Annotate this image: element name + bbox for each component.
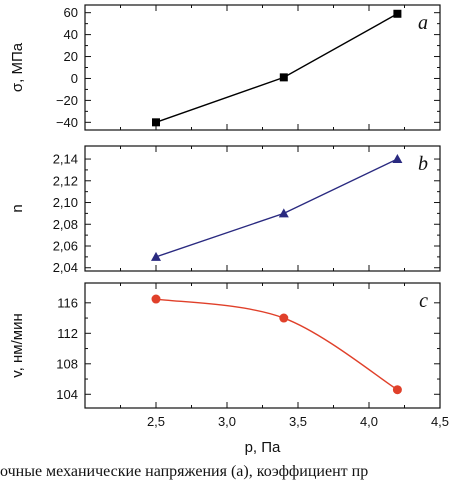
data-point-square [152, 118, 160, 127]
data-point-square [393, 9, 402, 18]
series-line [155, 298, 398, 391]
x-tick-label: 3,5 [289, 414, 307, 429]
y-tick-label: 2,04 [53, 260, 78, 275]
y-tick-label: 108 [56, 356, 78, 371]
y-axis-title: σ, МПа [9, 42, 26, 92]
plot-frame [84, 282, 441, 409]
plot-frame [84, 4, 441, 131]
data-point-triangle [278, 208, 289, 218]
y-tick-label: −40 [56, 115, 78, 130]
y-tick-label: 40 [64, 27, 78, 42]
series-line [155, 158, 398, 258]
data-point-circle [279, 313, 289, 323]
y-tick-label: 2,12 [53, 173, 78, 188]
data-point-square [279, 73, 288, 82]
y-tick-label: −20 [56, 93, 78, 108]
x-tick-label: 4,0 [360, 414, 378, 429]
data-point-triangle [151, 251, 161, 261]
chart-panel-c: 116 112 108 104 v, нм/мин c 2,5 3,0 3,5 4,0 4,5 p, … [9, 282, 449, 456]
x-tick-label: 2,5 [147, 414, 165, 429]
y-tick-label: 104 [56, 387, 78, 402]
x-axis-title: p, Па [245, 439, 281, 456]
y-axis-title: v, нм/мин [9, 313, 26, 377]
y-tick-label: 2,14 [53, 152, 78, 167]
data-point-circle [392, 385, 402, 395]
figure-caption: очные механические напряжения (a), коэфф… [0, 463, 369, 480]
panel-letter: b [418, 153, 428, 175]
y-axis-title: n [9, 204, 26, 212]
x-tick-label: 3,0 [218, 414, 236, 429]
y-tick-label: 116 [57, 295, 78, 310]
x-tick-label: 4,5 [431, 414, 449, 429]
y-tick-label: 0 [71, 71, 78, 86]
data-point-triangle [392, 154, 403, 164]
panel-letter: c [419, 290, 428, 312]
chart-panel-a: 60 40 20 0 −20 −40 σ, МПа a [9, 4, 441, 131]
data-point-circle [151, 294, 161, 304]
chart-panel-b: 2,14 2,12 2,10 2,08 2,06 2,04 n b [9, 145, 441, 275]
series-line [155, 13, 398, 123]
y-tick-label: 60 [64, 5, 78, 20]
y-tick-label: 112 [57, 326, 78, 341]
y-tick-label: 2,10 [53, 195, 78, 210]
y-tick-label: 2,08 [53, 217, 78, 232]
y-tick-label: 20 [64, 49, 78, 64]
y-tick-label: 2,06 [53, 239, 78, 254]
panel-letter: a [418, 12, 428, 34]
